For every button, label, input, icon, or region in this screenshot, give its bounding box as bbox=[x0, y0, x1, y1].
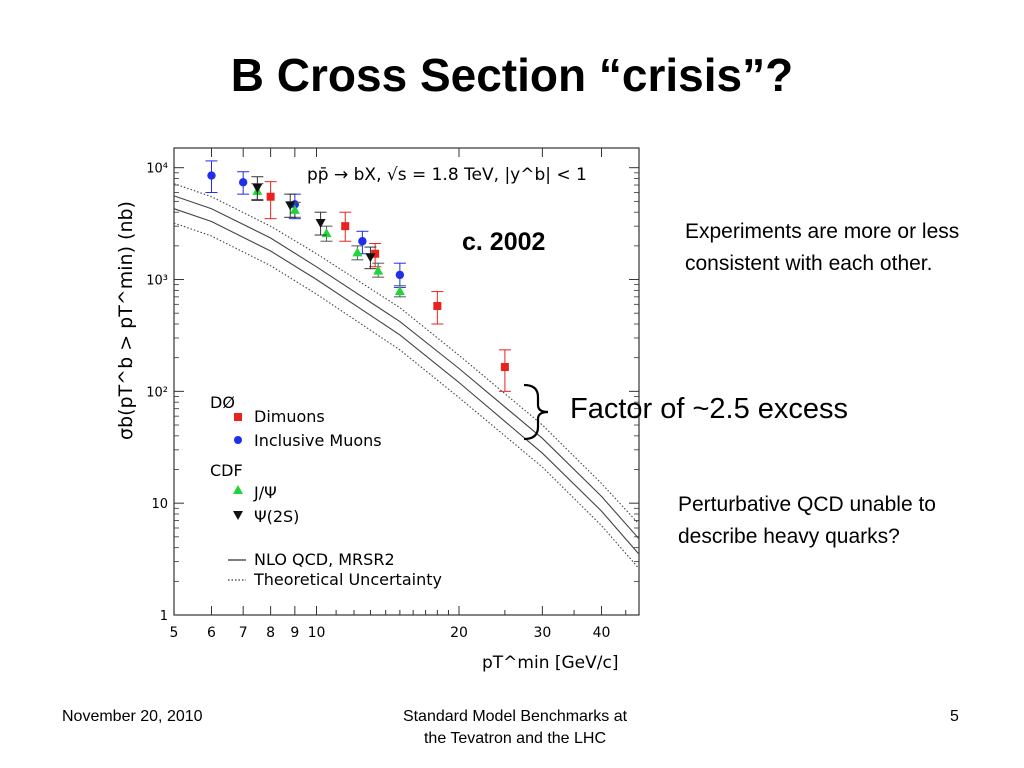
x-tick-label: 5 bbox=[170, 625, 179, 641]
inclusive-muon-point bbox=[238, 178, 248, 187]
data-points bbox=[205, 160, 511, 392]
jpsi-point bbox=[321, 228, 332, 238]
nlo-curve bbox=[173, 195, 640, 540]
era-label: c. 2002 bbox=[462, 228, 546, 256]
y-tick-label: 10³ bbox=[146, 274, 168, 289]
x-tick-label: 10 bbox=[308, 625, 326, 641]
cross-section-plot: 5 6 7 8 9 10 20 30 40 1 10 10² 10³ 10⁴ pp̄ → bX, √s =… bbox=[115, 147, 640, 673]
legend-jpsi-marker bbox=[233, 485, 243, 494]
uncertainty-curve bbox=[173, 183, 640, 525]
x-tick-label: 8 bbox=[266, 625, 275, 641]
x-tick-label: 30 bbox=[533, 625, 551, 641]
footer-date: November 20, 2010 bbox=[62, 708, 203, 725]
legend-psi2s-label: Ψ(2S) bbox=[254, 507, 299, 526]
inclusive-muon-point bbox=[207, 171, 216, 180]
legend-dimuons-marker bbox=[234, 413, 242, 421]
legend-psi2s-marker bbox=[233, 511, 243, 520]
y-tick-label: 10² bbox=[146, 385, 168, 400]
dimuon-point bbox=[433, 301, 442, 310]
note-consistency: Experiments are more or less consistent … bbox=[685, 220, 960, 275]
inclusive-muon-point bbox=[395, 270, 405, 280]
brace-icon bbox=[523, 383, 549, 441]
jpsi-point bbox=[289, 204, 300, 214]
y-tick-label: 10 bbox=[151, 497, 168, 512]
y-tick-label: 1 bbox=[160, 609, 168, 624]
legend-inclusive-label: Inclusive Muons bbox=[254, 431, 382, 450]
legend-nlo-label: NLO QCD, MRSR2 bbox=[254, 550, 395, 569]
chart-title: pp̄ → bX, √s = 1.8 TeV, |y^b| < 1 bbox=[307, 165, 587, 185]
psi2s-point bbox=[315, 219, 326, 229]
dimuon-point bbox=[341, 222, 350, 231]
axis-ticks: 5 6 7 8 9 10 20 30 40 1 10 10² 10³ 10⁴ bbox=[146, 148, 639, 641]
jpsi-point bbox=[394, 285, 405, 295]
x-tick-label: 9 bbox=[290, 625, 299, 641]
psi2s-point bbox=[252, 183, 263, 193]
legend-inclusive-marker bbox=[234, 436, 242, 444]
nlo-curve bbox=[173, 208, 640, 555]
jpsi-point bbox=[352, 247, 363, 257]
plot-frame bbox=[173, 147, 640, 616]
legend-dimuons-label: Dimuons bbox=[254, 407, 325, 426]
inclusive-muon-point bbox=[358, 237, 367, 246]
y-tick-label: 10⁴ bbox=[146, 162, 168, 177]
legend-cdf-header: CDF bbox=[210, 461, 243, 480]
x-tick-label: 40 bbox=[593, 625, 611, 641]
footer-center: Standard Model Benchmarks at the Tevatro… bbox=[340, 706, 690, 750]
x-tick-label: 20 bbox=[450, 625, 468, 641]
y-axis-label: σb(pT^b > pT^min) (nb) bbox=[115, 201, 137, 440]
jpsi-point bbox=[373, 265, 384, 275]
psi2s-point bbox=[285, 201, 296, 211]
factor-excess-label: Factor of ~2.5 excess bbox=[570, 393, 849, 425]
x-axis-label: pT^min [GeV/c] bbox=[482, 653, 618, 673]
dimuon-point bbox=[500, 363, 509, 372]
legend: DØ Dimuons Inclusive Muons CDF J/Ψ Ψ(2S)… bbox=[210, 393, 442, 589]
psi2s-point bbox=[365, 253, 376, 263]
theory-curves bbox=[173, 183, 640, 569]
footer-center-line1: Standard Model Benchmarks at bbox=[402, 708, 628, 725]
slide-title: B Cross Section “crisis”? bbox=[230, 49, 794, 101]
footer-center-line2: the Tevatron and the LHC bbox=[423, 730, 607, 747]
x-tick-label: 7 bbox=[239, 625, 248, 641]
legend-d0-header: DØ bbox=[210, 393, 235, 412]
x-tick-label: 6 bbox=[207, 625, 216, 641]
footer-page-number: 5 bbox=[950, 708, 959, 725]
legend-jpsi-label: J/Ψ bbox=[253, 483, 277, 502]
chart-figure: 5 6 7 8 9 10 20 30 40 1 10 10² 10³ 10⁴ pp̄ → bX, √s =… bbox=[82, 140, 652, 685]
dimuon-point bbox=[266, 192, 275, 201]
note-qcd: Perturbative QCD unable to describe heav… bbox=[678, 493, 936, 548]
uncertainty-curve bbox=[173, 222, 640, 569]
legend-unc-label: Theoretical Uncertainty bbox=[253, 570, 442, 589]
